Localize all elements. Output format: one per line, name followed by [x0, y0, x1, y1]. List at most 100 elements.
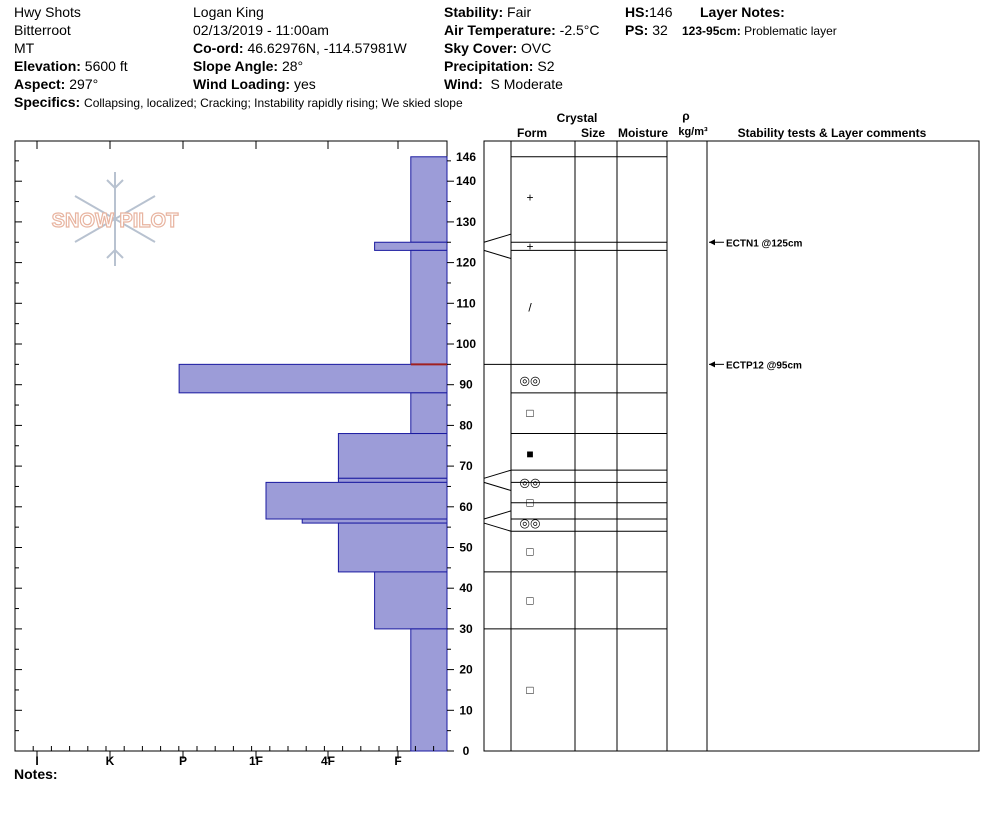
crystal-header: Crystal	[557, 111, 598, 125]
layer-notes-label: Layer Notes:	[700, 4, 785, 20]
elevation-value: 5600 ft	[84, 58, 128, 74]
crystal-form-symbol: □	[526, 545, 533, 559]
hardness-bar	[178, 363, 448, 394]
air-temp-label: Air Temperature:	[444, 22, 556, 38]
crystal-form-symbol: +	[526, 239, 533, 253]
layer-connector	[483, 481, 512, 491]
hardness-bar	[410, 392, 448, 435]
y-tick-label: 120	[456, 256, 476, 270]
hardness-bar	[410, 249, 448, 365]
test-arrow-icon	[709, 361, 715, 368]
sky-value: OVC	[521, 40, 552, 56]
stability: Stability: Fair	[444, 3, 531, 21]
snowflake-logo-icon	[74, 172, 156, 266]
crystal-form-symbol: □	[526, 593, 533, 607]
coord: Co-ord: 46.62976N, -114.57981W	[193, 39, 407, 57]
y-tick-label: 140	[456, 174, 476, 188]
specifics-label: Specifics:	[14, 94, 81, 110]
layer-table-frame	[483, 140, 980, 752]
layer-connector	[483, 233, 512, 243]
size-header: Size	[581, 126, 605, 140]
layer-note: 123-95cm: Problematic layer	[682, 22, 837, 40]
hs-label: HS:	[625, 4, 650, 20]
hardness-bar	[337, 433, 448, 479]
air-temp-value: -2.5°C	[559, 22, 600, 38]
y-tick-label: 10	[459, 703, 473, 717]
slope-label: Slope Angle:	[193, 58, 279, 74]
hardness-bar	[410, 628, 448, 752]
air-temp: Air Temperature: -2.5°C	[444, 21, 600, 39]
density-header: kg/m³	[678, 126, 708, 138]
layer-note-text: Problematic layer	[744, 24, 837, 38]
slope-value: 28°	[281, 58, 304, 74]
precip-label: Precipitation:	[444, 58, 534, 74]
ps-value: 32	[652, 22, 668, 38]
wind-label: Wind:	[444, 76, 483, 92]
sky-label: Sky Cover:	[444, 40, 518, 56]
stability-value: Fair	[507, 4, 532, 20]
layer-connector	[483, 469, 512, 479]
stability-test-label: ECTN1 @125cm	[726, 238, 803, 249]
hardness-bar	[410, 156, 448, 243]
x-tick-label: F	[394, 754, 401, 768]
specifics-value: Collapsing, localized; Cracking; Instabi…	[84, 96, 463, 110]
precip-value: S2	[537, 58, 555, 74]
crystal-form-symbol: /	[528, 300, 532, 314]
aspect: Aspect: 297°	[14, 75, 98, 93]
hardness-bar	[301, 518, 448, 524]
hardness-bar	[374, 571, 448, 630]
x-tick-label: 4F	[321, 754, 335, 768]
layer-note-range: 123-95cm:	[682, 24, 741, 38]
crystal-form-symbol: □	[526, 683, 533, 697]
y-tick-label: 40	[459, 581, 473, 595]
hardness-bar	[337, 522, 448, 573]
y-tick-label: 0	[463, 744, 470, 758]
location: Hwy Shots	[14, 4, 81, 20]
y-tick-label: 30	[459, 622, 473, 636]
test-arrow-icon	[709, 239, 715, 246]
notes-label: Notes:	[14, 766, 58, 782]
layer-connector	[483, 510, 512, 520]
hs: HS:146	[625, 3, 672, 21]
wind: Wind: S Moderate	[444, 75, 563, 93]
x-tick-label: K	[106, 754, 115, 768]
crystal-form-symbol: ◎◎	[520, 475, 541, 489]
y-tick-label: 20	[459, 663, 473, 677]
hardness-bar	[265, 481, 448, 520]
sky-cover: Sky Cover: OVC	[444, 39, 551, 57]
y-tick-label: 70	[459, 459, 473, 473]
layer-connector	[483, 522, 512, 532]
crystal-form-symbol: □	[526, 406, 533, 420]
hardness-bar	[337, 477, 448, 483]
crystal-form-symbol: ◎◎	[520, 374, 541, 388]
stability-header: Stability tests & Layer comments	[738, 126, 927, 140]
crystal-form-symbol: ◎◎	[520, 516, 541, 530]
aspect-value: 297°	[69, 76, 99, 92]
wind-loading: Wind Loading: yes	[193, 75, 316, 93]
x-tick-label: P	[179, 754, 187, 768]
x-tick-label: I	[35, 754, 38, 768]
state: MT	[14, 40, 35, 56]
wind-loading-label: Wind Loading:	[193, 76, 291, 92]
coord-label: Co-ord:	[193, 40, 244, 56]
y-tick-label: 130	[456, 215, 476, 229]
stability-label: Stability:	[444, 4, 504, 20]
coord-value: 46.62976N, -114.57981W	[247, 40, 407, 56]
hs-value: 146	[649, 4, 673, 20]
range: Bitterroot	[14, 22, 71, 38]
y-tick-label: 100	[456, 337, 476, 351]
crystal-form-symbol: +	[526, 190, 533, 204]
slope: Slope Angle: 28°	[193, 57, 303, 75]
specifics: Specifics: Collapsing, localized; Cracki…	[14, 93, 463, 112]
wind-loading-value: yes	[293, 76, 316, 92]
y-tick-label: 80	[459, 418, 473, 432]
datetime: 02/13/2019 - 11:00am	[193, 22, 329, 38]
y-tick-label: 146	[456, 150, 476, 164]
wind-value: S Moderate	[490, 76, 563, 92]
elevation-label: Elevation:	[14, 58, 81, 74]
rho-header: ρ	[682, 109, 689, 123]
crystal-form-symbol: ■	[526, 447, 533, 461]
ps: PS: 32	[625, 21, 668, 39]
stability-test-label: ECTP12 @95cm	[726, 360, 802, 371]
